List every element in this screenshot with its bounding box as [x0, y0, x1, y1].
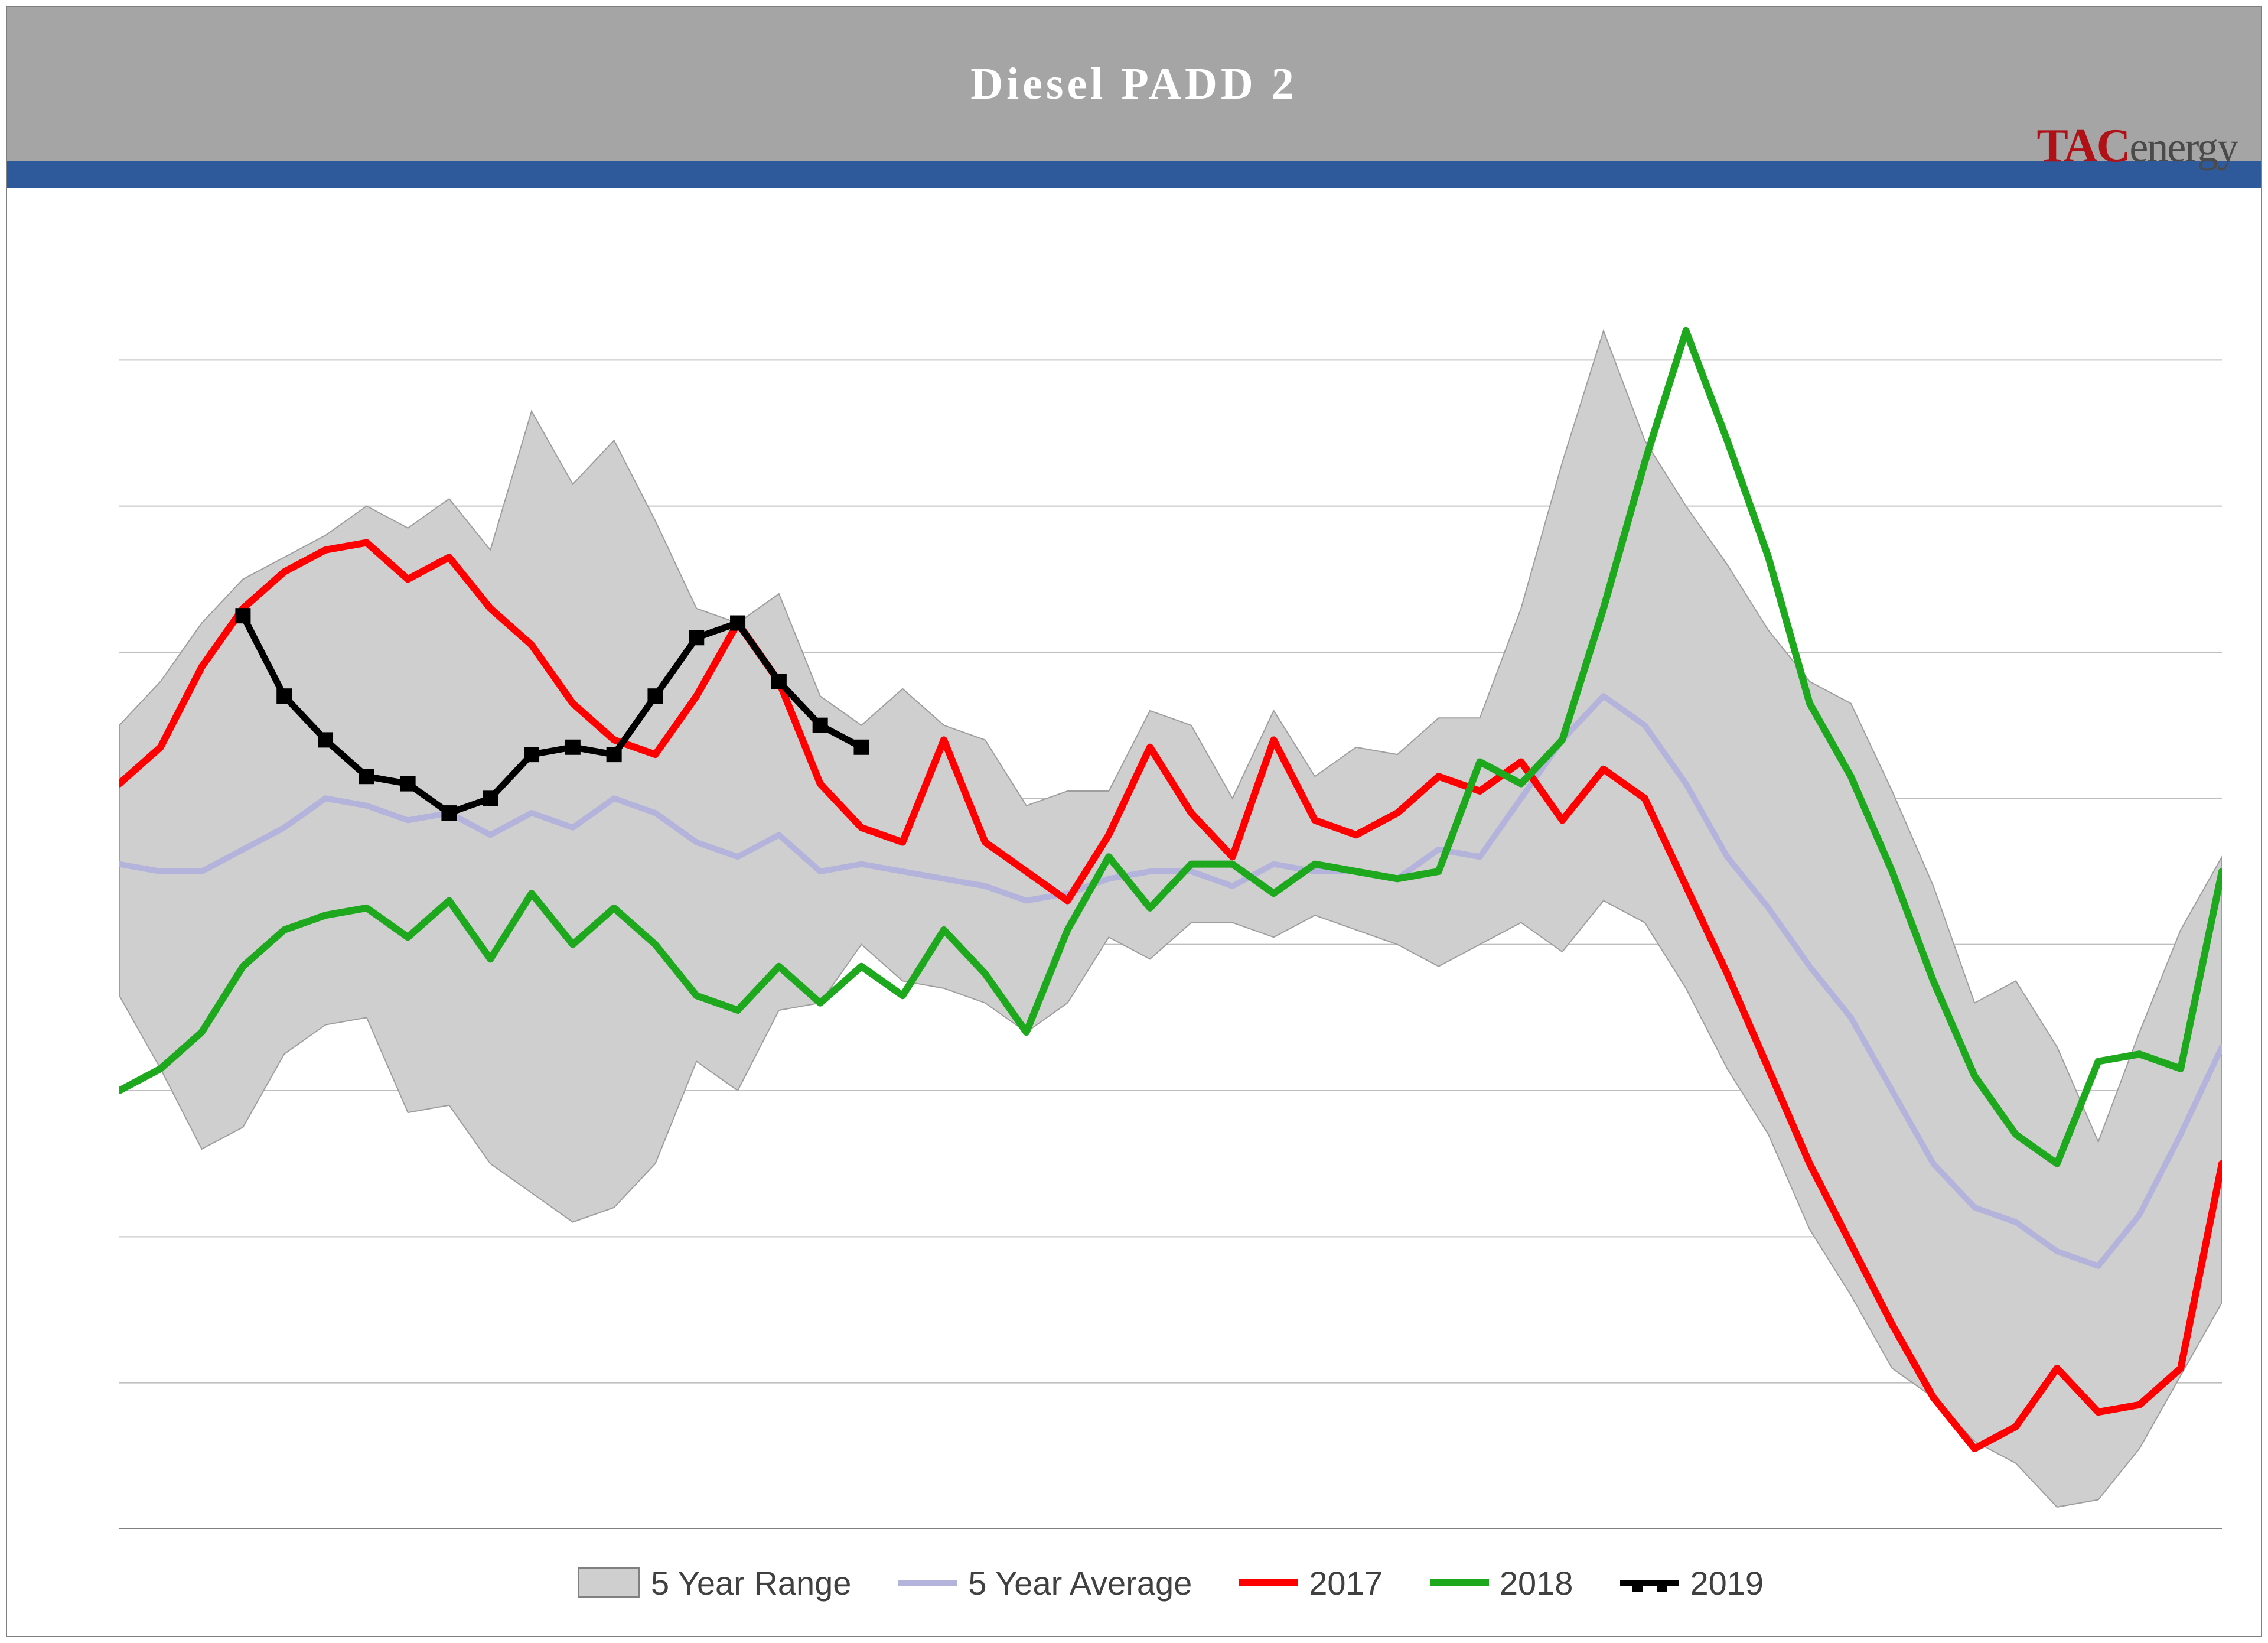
- legend-label: 5 Year Range: [651, 1564, 851, 1602]
- legend-label: 2018: [1500, 1564, 1573, 1602]
- title-bar: Diesel PADD 2: [7, 7, 2261, 161]
- range-swatch-icon: [578, 1567, 640, 1598]
- chart-legend: 5 Year Range 5 Year Average 2017 2018 20…: [119, 1550, 2222, 1615]
- accent-bar: [7, 161, 2261, 188]
- marker-line-swatch-icon: [1620, 1580, 1679, 1586]
- logo-left: TAC: [2036, 120, 2129, 172]
- chart-plot: [119, 214, 2222, 1529]
- brand-logo: TACenergy: [2036, 119, 2237, 173]
- chart-frame: Diesel PADD 2 TACenergy 5 Year Range 5 Y…: [6, 6, 2262, 1637]
- legend-label: 2017: [1309, 1564, 1383, 1602]
- line-swatch-icon: [1239, 1579, 1298, 1586]
- legend-item-2017: 2017: [1239, 1564, 1383, 1602]
- line-swatch-icon: [898, 1580, 957, 1586]
- legend-item-2019: 2019: [1620, 1564, 1764, 1602]
- legend-item-range: 5 Year Range: [578, 1564, 851, 1602]
- legend-label: 5 Year Average: [968, 1564, 1192, 1602]
- chart-title: Diesel PADD 2: [970, 58, 1298, 110]
- legend-item-2018: 2018: [1430, 1564, 1573, 1602]
- line-swatch-icon: [1430, 1579, 1489, 1586]
- legend-item-avg: 5 Year Average: [898, 1564, 1192, 1602]
- legend-label: 2019: [1690, 1564, 1764, 1602]
- logo-right: energy: [2129, 123, 2237, 171]
